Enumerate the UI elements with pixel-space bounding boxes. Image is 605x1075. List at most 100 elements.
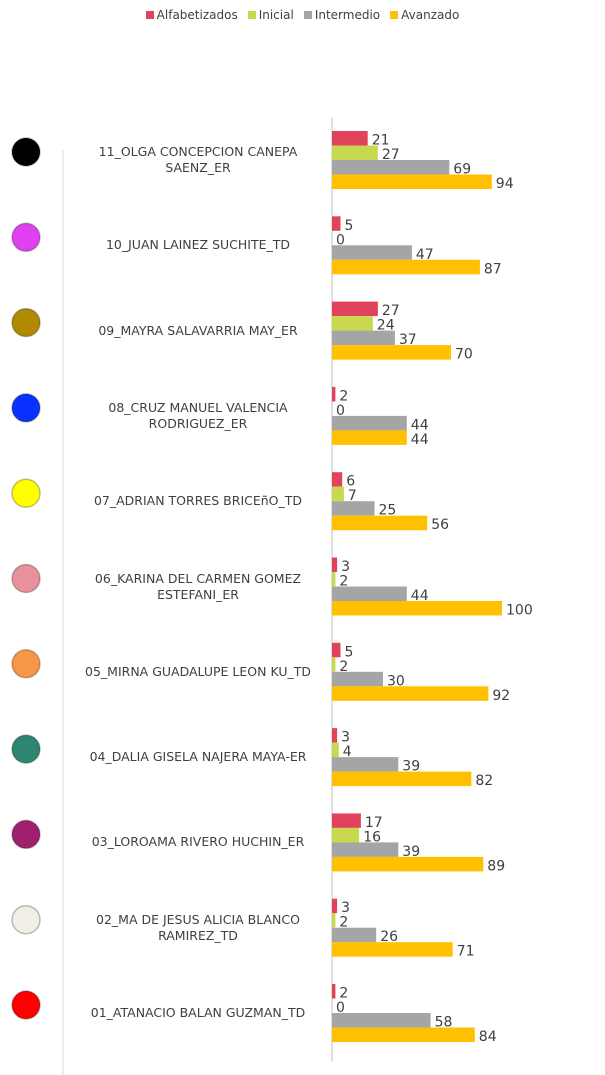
value-label: 17 — [365, 815, 383, 831]
value-label: 2 — [339, 659, 348, 675]
bar — [332, 771, 472, 787]
category-label: 06_KARINA DEL CARMEN GOMEZ ESTEFANI_ER — [94, 570, 302, 602]
legend: Alfabetizados Inicial Intermedio Avanzado — [0, 8, 605, 22]
value-label: 92 — [492, 688, 510, 704]
value-label: 58 — [435, 1015, 453, 1031]
category-label: 03_LOROAMA RIVERO HUCHIN_ER — [91, 834, 305, 850]
category-marker — [11, 393, 41, 423]
category-marker — [11, 819, 41, 850]
legend-label: Intermedio — [314, 8, 381, 22]
legend-swatch — [303, 11, 312, 19]
bar — [332, 856, 484, 872]
value-label: 44 — [411, 588, 429, 604]
bar — [332, 472, 343, 487]
bar — [332, 174, 492, 189]
bar — [332, 842, 399, 857]
value-label: 3 — [341, 730, 350, 746]
category-label: 08_CRUZ MANUEL VALENCIA RODRIGUEZ_ER — [108, 399, 288, 431]
bar — [332, 728, 338, 743]
legend-swatch — [390, 11, 399, 19]
value-label: 25 — [379, 503, 397, 519]
bar — [332, 386, 336, 402]
bar — [332, 1013, 431, 1028]
bar — [332, 515, 428, 531]
legend-item: Avanzado — [390, 8, 459, 22]
value-label: 0 — [336, 1000, 345, 1016]
bar — [332, 942, 453, 957]
value-label: 5 — [345, 644, 354, 660]
bar — [332, 757, 399, 772]
value-label: 3 — [341, 900, 350, 916]
bar — [332, 415, 407, 431]
category-marker — [11, 990, 41, 1020]
bar — [332, 501, 375, 516]
value-label: 44 — [411, 417, 429, 433]
value-label: 30 — [387, 673, 405, 689]
category-label: 01_ATANACIO BALAN GUZMAN_TD — [90, 1005, 306, 1020]
value-label: 2 — [339, 574, 348, 590]
bar — [332, 486, 344, 502]
legend-label: Alfabetizados — [156, 8, 238, 22]
bar — [332, 913, 336, 928]
bar — [332, 160, 450, 175]
legend-swatch — [247, 11, 256, 19]
legend-item: Alfabetizados — [145, 8, 238, 22]
legend-label: Inicial — [258, 8, 294, 22]
value-label: 3 — [341, 559, 350, 575]
bar — [332, 642, 341, 658]
value-label: 44 — [411, 432, 429, 448]
bar — [332, 686, 489, 701]
category-marker — [11, 734, 41, 764]
legend-label: Avanzado — [401, 8, 460, 22]
category-label: 11_OLGA CONCEPCION CANEPA SAENZ_ER — [98, 144, 298, 175]
bar — [332, 586, 407, 601]
value-label: 37 — [399, 332, 417, 348]
bar — [332, 927, 377, 943]
bar — [332, 742, 339, 758]
value-label: 84 — [479, 1029, 497, 1045]
category-marker — [11, 222, 41, 253]
category-marker — [11, 904, 41, 935]
category-label: 05_MIRNA GUADALUPE LEON KU_TD — [85, 663, 311, 679]
category-marker — [11, 649, 41, 679]
category-label: 07_ADRIAN TORRES BRICEñO_TD — [93, 493, 303, 509]
value-label: 82 — [475, 773, 493, 789]
bar — [332, 557, 338, 572]
bar — [332, 1027, 475, 1042]
value-label: 26 — [380, 929, 398, 945]
value-label: 87 — [484, 261, 502, 277]
category-label: 04_DALIA GISELA NAJERA MAYA-ER — [89, 749, 307, 765]
bar — [332, 145, 378, 160]
bar — [332, 657, 336, 672]
category-marker — [11, 478, 41, 508]
value-label: 69 — [453, 162, 471, 178]
value-label: 0 — [336, 232, 345, 248]
value-label: 89 — [487, 858, 505, 874]
value-label: 2 — [339, 915, 348, 931]
value-label: 94 — [496, 176, 514, 192]
value-label: 39 — [402, 759, 420, 775]
value-label: 2 — [339, 986, 348, 1002]
value-label: 0 — [336, 403, 345, 419]
legend-item: Inicial — [247, 8, 294, 22]
legend-item: Intermedio — [303, 8, 381, 22]
value-label: 4 — [343, 744, 352, 760]
bar — [332, 984, 336, 999]
value-label: 2 — [339, 388, 348, 404]
bar — [332, 131, 368, 146]
bar — [332, 601, 502, 616]
value-label: 100 — [506, 603, 533, 619]
category-label: 02_MA DE JESUS ALICIA BLANCO RAMIREZ_TD — [96, 911, 300, 943]
bar — [332, 259, 480, 275]
bar — [332, 301, 378, 317]
bar — [332, 827, 360, 843]
value-label: 27 — [382, 303, 400, 319]
bar — [332, 430, 407, 445]
bar — [332, 330, 395, 346]
category-marker — [11, 307, 41, 338]
value-label: 39 — [402, 844, 420, 860]
bar — [332, 345, 451, 360]
bar — [332, 572, 336, 587]
